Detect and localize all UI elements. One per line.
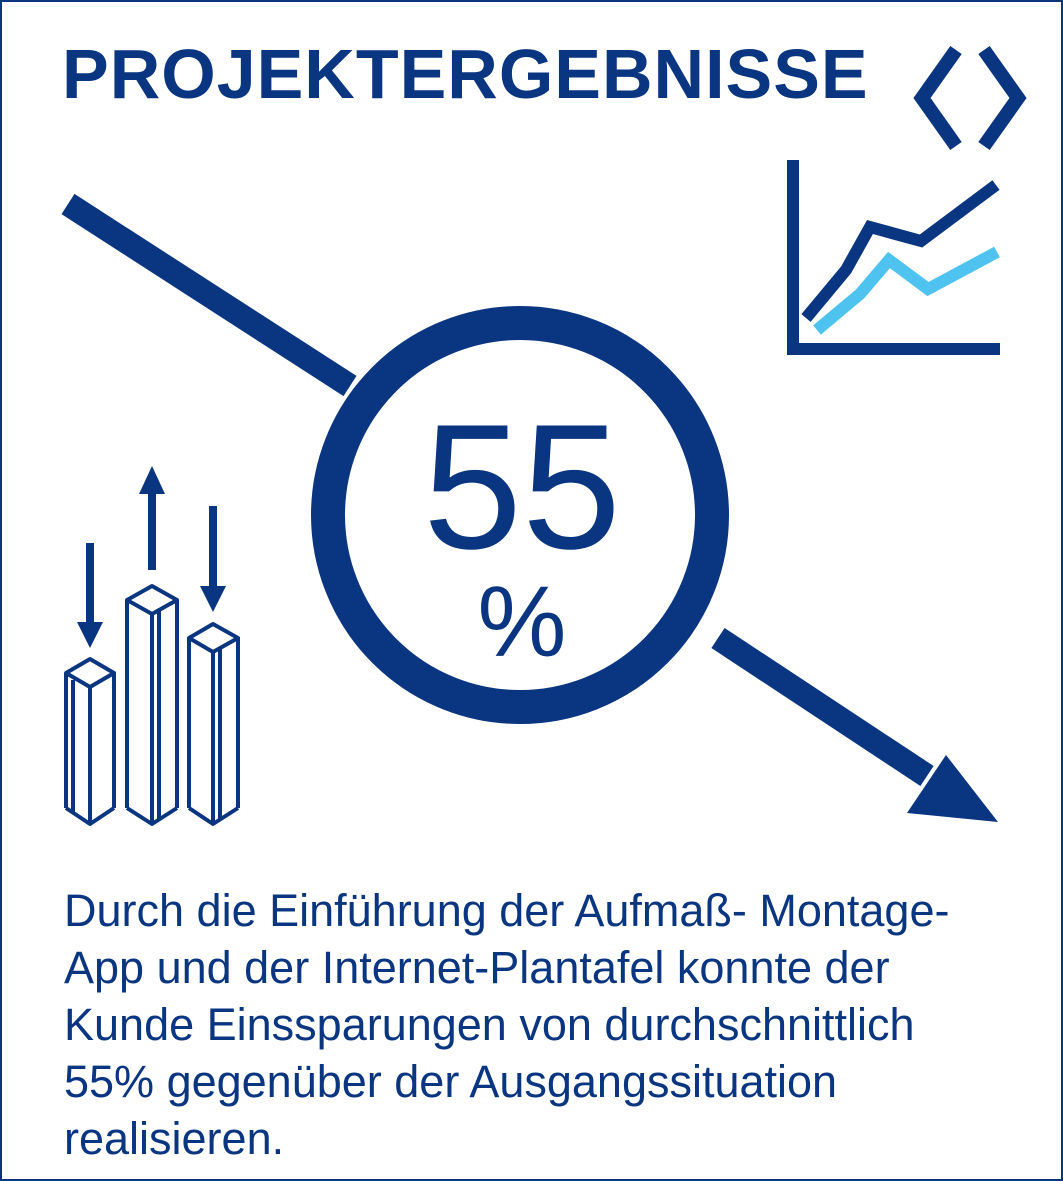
result-description: Durch die Einführung der Aufmaß- Montage…: [64, 885, 950, 1164]
bar-chart-arrows-icon: [64, 466, 240, 826]
savings-percentage-value: 55: [423, 387, 621, 586]
savings-percentage-unit: %: [477, 566, 567, 678]
downward-trend-arrow-icon: [61, 193, 998, 822]
line-chart-icon: [787, 160, 1000, 355]
percentage-ring: [311, 306, 729, 724]
page-title: PROJEKTERGEBNISSE: [62, 35, 869, 113]
brand-logo: [913, 45, 1027, 151]
